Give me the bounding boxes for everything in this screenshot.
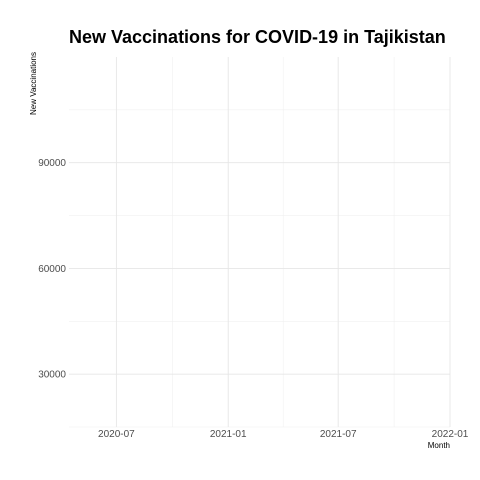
y-axis-label: New Vaccinations bbox=[29, 52, 38, 115]
y-tick-label: 30000 bbox=[38, 370, 66, 381]
x-tick-label: 2021-07 bbox=[320, 429, 357, 440]
x-tick-label: 2020-07 bbox=[98, 429, 135, 440]
y-tick-label: 60000 bbox=[38, 264, 66, 275]
x-tick-label: 2022-01 bbox=[432, 429, 469, 440]
gridlines bbox=[69, 57, 451, 428]
x-tick-label: 2021-01 bbox=[210, 429, 247, 440]
chart-title: New Vaccinations for COVID-19 in Tajikis… bbox=[69, 27, 446, 47]
y-tick-labels: 30000 60000 90000 bbox=[38, 158, 66, 380]
y-tick-label: 90000 bbox=[38, 158, 66, 169]
x-axis-label: Month bbox=[428, 441, 450, 450]
x-tick-labels: 2020-07 2021-01 2021-07 2022-01 bbox=[98, 429, 469, 440]
